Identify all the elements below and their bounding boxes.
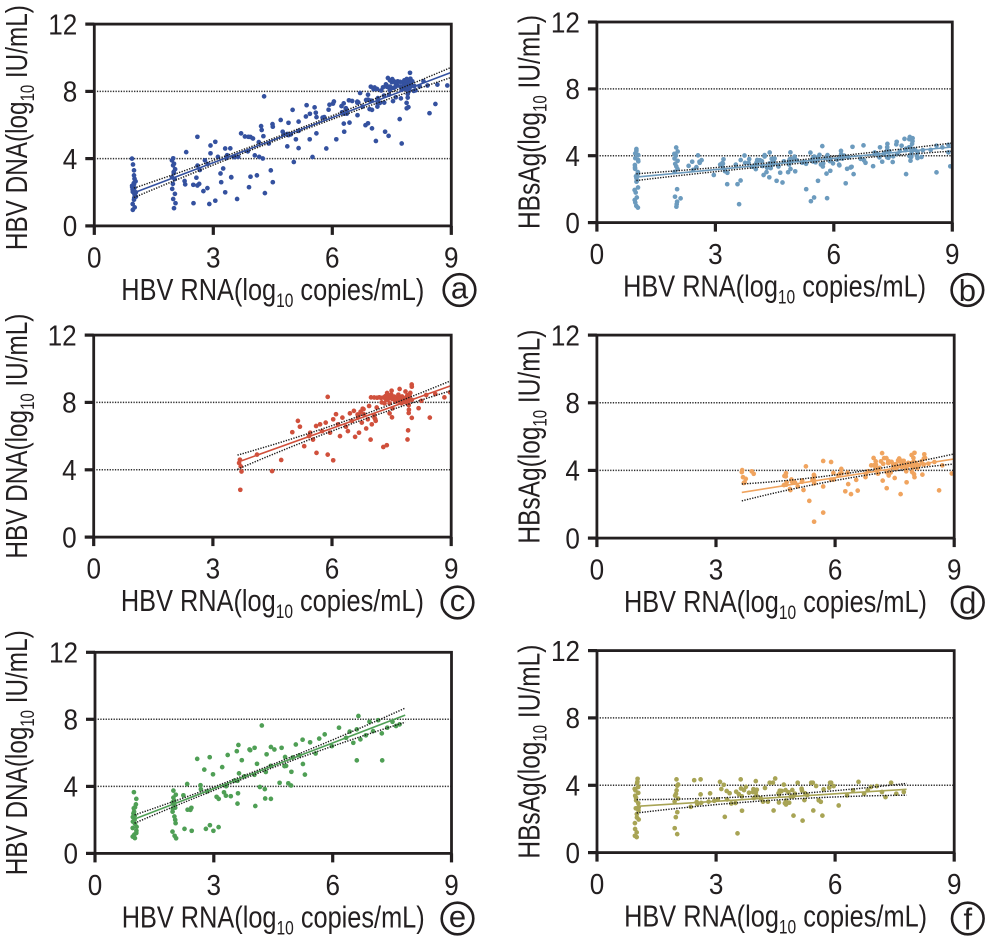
svg-text:9: 9 xyxy=(444,241,459,274)
svg-text:HBV DNA(log10 IU/mL): HBV DNA(log10 IU/mL) xyxy=(0,630,39,875)
svg-text:4: 4 xyxy=(63,143,78,176)
svg-text:0: 0 xyxy=(565,837,580,870)
svg-text:3: 3 xyxy=(709,868,724,901)
svg-text:0: 0 xyxy=(590,238,605,271)
svg-text:0: 0 xyxy=(590,553,605,586)
svg-text:9: 9 xyxy=(444,869,459,902)
svg-text:0: 0 xyxy=(86,552,101,585)
svg-text:e: e xyxy=(449,899,466,934)
svg-text:12: 12 xyxy=(48,319,77,352)
svg-text:4: 4 xyxy=(565,454,580,487)
svg-text:8: 8 xyxy=(565,73,580,106)
svg-text:HBV DNA(log10 IU/mL): HBV DNA(log10 IU/mL) xyxy=(0,314,39,559)
svg-text:HBV RNA(log10 copies/mL): HBV RNA(log10 copies/mL) xyxy=(623,269,926,309)
svg-text:6: 6 xyxy=(325,241,340,274)
svg-text:0: 0 xyxy=(62,521,77,554)
svg-text:HBV DNA(log10 IU/mL): HBV DNA(log10 IU/mL) xyxy=(0,5,39,250)
svg-text:f: f xyxy=(963,902,972,937)
svg-text:8: 8 xyxy=(63,703,78,736)
svg-text:HBV RNA(log10 copies/mL): HBV RNA(log10 copies/mL) xyxy=(121,583,424,623)
svg-text:12: 12 xyxy=(551,635,580,668)
svg-text:0: 0 xyxy=(565,522,580,555)
svg-text:0: 0 xyxy=(590,868,605,901)
svg-text:9: 9 xyxy=(947,553,962,586)
svg-text:12: 12 xyxy=(48,8,77,41)
svg-text:HBsAg(log10 IU/mL): HBsAg(log10 IU/mL) xyxy=(512,330,552,544)
svg-text:c: c xyxy=(450,583,466,618)
svg-text:12: 12 xyxy=(49,636,78,669)
svg-text:6: 6 xyxy=(325,869,340,902)
svg-text:12: 12 xyxy=(551,319,580,352)
svg-text:HBV RNA(log10 copies/mL): HBV RNA(log10 copies/mL) xyxy=(121,272,424,312)
svg-text:4: 4 xyxy=(62,454,77,487)
svg-text:4: 4 xyxy=(565,769,580,802)
svg-text:d: d xyxy=(959,586,976,621)
svg-text:0: 0 xyxy=(88,869,103,902)
svg-text:b: b xyxy=(959,273,976,308)
svg-text:12: 12 xyxy=(551,6,580,39)
svg-text:3: 3 xyxy=(708,238,723,271)
svg-text:HBsAg(log10 IU/mL): HBsAg(log10 IU/mL) xyxy=(512,15,552,229)
svg-text:8: 8 xyxy=(63,75,78,108)
svg-text:0: 0 xyxy=(565,207,580,240)
svg-text:3: 3 xyxy=(206,552,221,585)
svg-text:9: 9 xyxy=(945,238,960,271)
svg-text:4: 4 xyxy=(565,140,580,173)
svg-text:9: 9 xyxy=(444,552,459,585)
svg-text:0: 0 xyxy=(63,210,78,243)
svg-text:8: 8 xyxy=(62,386,77,419)
svg-text:HBV RNA(log10 copies/mL): HBV RNA(log10 copies/mL) xyxy=(122,899,425,939)
svg-text:3: 3 xyxy=(207,869,222,902)
svg-text:9: 9 xyxy=(947,868,962,901)
svg-text:6: 6 xyxy=(828,868,843,901)
svg-text:8: 8 xyxy=(565,387,580,420)
svg-text:3: 3 xyxy=(709,553,724,586)
svg-text:HBV RNA(log10 copies/mL): HBV RNA(log10 copies/mL) xyxy=(624,899,927,939)
svg-text:HBV RNA(log10 copies/mL): HBV RNA(log10 copies/mL) xyxy=(624,584,927,624)
svg-text:0: 0 xyxy=(63,837,78,870)
svg-text:4: 4 xyxy=(63,770,78,803)
svg-text:HBsAg(log10 IU/mL): HBsAg(log10 IU/mL) xyxy=(512,645,552,859)
svg-text:6: 6 xyxy=(325,552,340,585)
svg-text:3: 3 xyxy=(206,241,221,274)
svg-text:6: 6 xyxy=(828,553,843,586)
svg-text:a: a xyxy=(451,270,469,305)
svg-text:8: 8 xyxy=(565,702,580,735)
svg-text:0: 0 xyxy=(87,241,102,274)
svg-text:6: 6 xyxy=(827,238,842,271)
